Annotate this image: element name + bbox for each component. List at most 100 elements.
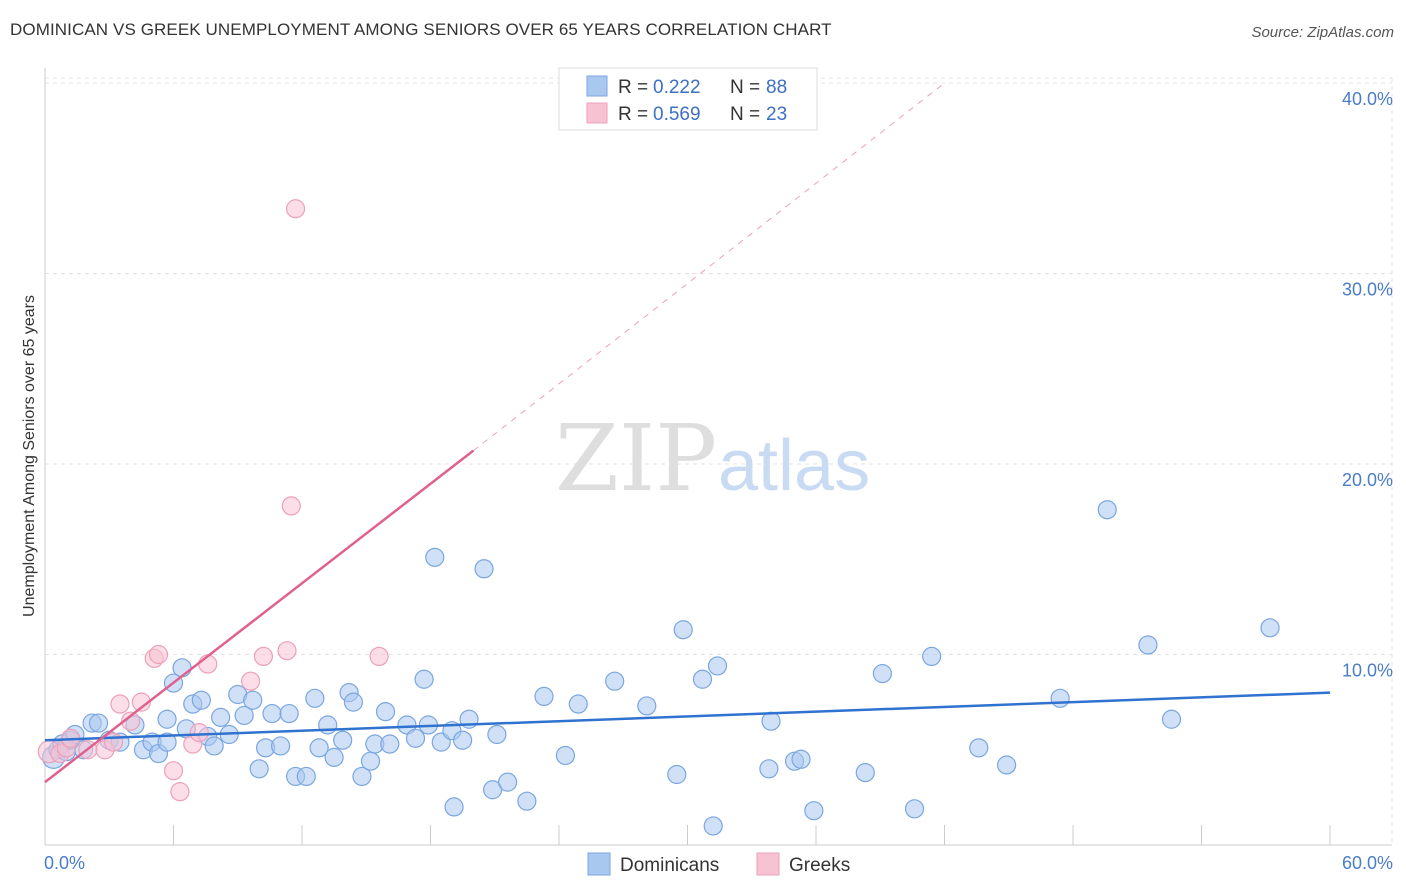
- legend-n-value-dominicans: 88: [766, 77, 787, 98]
- dominicans-point-33: [279, 703, 299, 724]
- bottom-legend: Dominicans Greeks: [587, 852, 850, 876]
- greeks-point-11: [148, 644, 169, 665]
- dominicans-point-44: [360, 751, 381, 771]
- greeks-point-21: [285, 199, 306, 219]
- dominicans-point-40: [333, 730, 353, 750]
- greeks-point-17: [241, 671, 261, 691]
- y-axis-label: Unemployment Among Seniors over 65 years: [21, 295, 38, 617]
- dominicans-point-63: [534, 686, 554, 707]
- dominicans-point-61: [498, 772, 518, 792]
- dominicans-point-70: [692, 669, 713, 689]
- dominicans-point-60: [487, 724, 507, 745]
- legend-r-label-dominicans: R =: [618, 77, 648, 98]
- dominicans-point-73: [759, 759, 779, 779]
- greeks-point-20: [281, 496, 301, 516]
- greeks-point-12: [163, 761, 184, 781]
- legend-swatch-dominicans: [586, 75, 608, 97]
- x-tick-label-min: 0.0%: [44, 853, 85, 873]
- greeks-point-15: [189, 723, 209, 743]
- dominicans-point-85: [1097, 500, 1117, 520]
- dominicans-point-64: [555, 745, 576, 766]
- dominicans-point-50: [414, 669, 434, 689]
- source-label: Source: ZipAtlas.com: [1251, 24, 1394, 41]
- greeks-point-6: [103, 732, 124, 752]
- legend-swatch-greeks: [586, 102, 608, 124]
- dominicans-point-78: [855, 763, 875, 783]
- greeks-point-7: [110, 694, 130, 714]
- dominicans-point-71: [703, 816, 723, 836]
- dominicans-point-56: [453, 730, 473, 750]
- dominicans-point-15: [157, 732, 177, 752]
- dominicans-point-32: [270, 736, 291, 756]
- dominicans-point-42: [343, 692, 363, 712]
- dominicans-point-48: [397, 715, 417, 735]
- dominicans-point-31: [262, 703, 282, 724]
- watermark-zip: ZIP: [555, 405, 717, 512]
- dominicans-point-52: [425, 547, 445, 567]
- dominicans-point-23: [204, 736, 224, 756]
- legend-n-label-greeks: N =: [730, 104, 760, 125]
- dominicans-point-39: [324, 747, 344, 767]
- legend-r-value-dominicans: 0.222: [653, 77, 701, 98]
- greeks-point-22: [369, 646, 389, 667]
- dominicans-points: [41, 500, 1280, 836]
- dominicans-point-18: [172, 658, 192, 678]
- dominicans-point-55: [444, 797, 464, 817]
- dominicans-point-24: [211, 707, 231, 727]
- dominicans-point-81: [922, 646, 942, 667]
- dominicans-point-82: [969, 738, 989, 758]
- dominicans-point-35: [296, 766, 316, 787]
- dominicans-point-77: [804, 801, 824, 821]
- watermark: ZIP atlas: [555, 405, 870, 512]
- legend: R = 0.222 N = 88 R = 0.569 N = 23: [558, 67, 818, 131]
- dominicans-point-58: [474, 559, 494, 579]
- greeks-points: [37, 199, 389, 802]
- legend-n-label-dominicans: N =: [730, 77, 760, 98]
- legend-n-value-greeks: 23: [766, 104, 787, 125]
- dominicans-point-72: [707, 656, 728, 676]
- y-tick-label-0: 10.0%: [1342, 661, 1393, 681]
- greeks-trend-line: [44, 449, 475, 784]
- dominicans-point-62: [517, 791, 537, 811]
- legend-r-value-greeks: 0.569: [653, 104, 701, 125]
- greeks-trend-extension: [473, 82, 945, 452]
- dominicans-point-74: [761, 711, 781, 731]
- dominicans-point-29: [249, 759, 269, 779]
- trend-lines: [44, 82, 1331, 784]
- dominicans-point-65: [568, 694, 588, 714]
- dominicans-point-27: [234, 705, 254, 726]
- bottom-legend-dominicans: Dominicans: [620, 855, 719, 876]
- dominicans-point-76: [791, 749, 811, 769]
- watermark-atlas: atlas: [718, 426, 870, 506]
- bottom-legend-swatch-greeks: [756, 852, 780, 876]
- dominicans-point-79: [872, 663, 892, 684]
- dominicans-point-16: [157, 709, 177, 729]
- bottom-legend-greeks: Greeks: [789, 855, 850, 876]
- dominicans-point-66: [605, 671, 625, 691]
- dominicans-point-8: [88, 713, 109, 733]
- dominicans-point-49: [405, 728, 426, 748]
- greeks-point-13: [170, 782, 190, 802]
- dominicans-point-68: [667, 764, 687, 785]
- greeks-point-19: [277, 641, 297, 661]
- dominicans-point-36: [305, 688, 325, 708]
- x-tick-label-max: 60.0%: [1342, 853, 1393, 873]
- greeks-point-18: [253, 646, 274, 667]
- chart-title: DOMINICAN VS GREEK UNEMPLOYMENT AMONG SE…: [10, 20, 832, 39]
- y-tick-labels: 10.0% 20.0% 30.0% 40.0%: [1342, 89, 1393, 681]
- dominicans-point-87: [1161, 709, 1182, 729]
- dominicans-point-83: [997, 755, 1017, 775]
- y-tick-label-1: 20.0%: [1342, 470, 1393, 490]
- legend-r-label-greeks: R =: [618, 104, 648, 125]
- dominicans-point-86: [1138, 635, 1158, 655]
- y-tick-label-3: 40.0%: [1342, 89, 1393, 109]
- dominicans-trend-line: [44, 691, 1331, 742]
- dominicans-point-43: [352, 766, 372, 787]
- dominicans-point-21: [191, 690, 211, 710]
- dominicans-point-46: [375, 702, 396, 722]
- dominicans-point-38: [318, 715, 338, 735]
- greeks-point-8: [121, 711, 141, 731]
- dominicans-point-67: [637, 696, 657, 716]
- dominicans-point-59: [483, 780, 503, 800]
